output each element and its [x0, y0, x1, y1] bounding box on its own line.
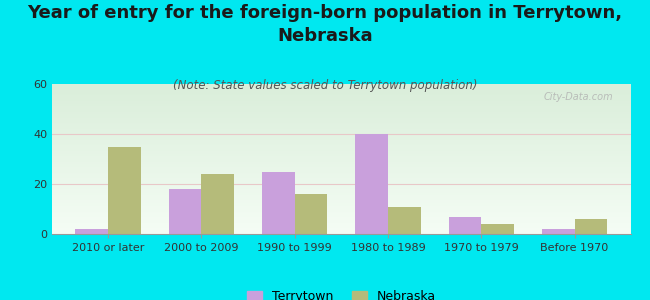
Text: (Note: State values scaled to Terrytown population): (Note: State values scaled to Terrytown … [173, 80, 477, 92]
Bar [575, 219, 607, 234]
Bar [202, 174, 234, 234]
Bar [75, 229, 108, 234]
Bar [448, 217, 481, 234]
Bar [108, 146, 140, 234]
Text: City-Data.com: City-Data.com [543, 92, 613, 101]
Bar [542, 229, 575, 234]
Legend: Terrytown, Nebraska: Terrytown, Nebraska [242, 285, 441, 300]
Bar [168, 189, 202, 234]
Bar [294, 194, 327, 234]
Bar [356, 134, 388, 234]
Text: Year of entry for the foreign-born population in Terrytown,
Nebraska: Year of entry for the foreign-born popul… [27, 4, 623, 45]
Bar [262, 172, 294, 234]
Bar [481, 224, 514, 234]
Bar [388, 206, 421, 234]
